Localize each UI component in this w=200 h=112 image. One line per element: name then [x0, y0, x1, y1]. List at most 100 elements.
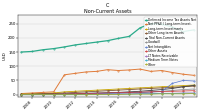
Total Non-Current Assets — [96, 92, 98, 94]
Net Intangibles — [63, 94, 66, 95]
Long-term Investments — [85, 90, 87, 91]
Other — [139, 93, 141, 95]
Goodwill — [31, 94, 33, 95]
LT Notes Receivable — [42, 94, 44, 95]
Legend: Deferred Income Tax Assets Net, Net PP&E / Long-term Invest., Long-term Investme: Deferred Income Tax Assets Net, Net PP&E… — [144, 17, 197, 67]
Long-term Investments — [96, 89, 98, 91]
Medium Term Notes — [171, 93, 174, 94]
Total Non-Current Assets — [31, 94, 33, 95]
Other Assets — [128, 92, 130, 93]
Net Intangibles — [117, 92, 120, 94]
Long-term Investments — [193, 84, 195, 86]
Other — [52, 94, 55, 95]
Net PP&E / Long-term Invest. — [63, 74, 66, 75]
LT Notes Receivable — [106, 93, 109, 95]
Other Assets — [193, 90, 195, 91]
Title: C
Non-Current Assets: C Non-Current Assets — [84, 3, 131, 14]
Goodwill — [63, 93, 66, 95]
Net PP&E / Long-term Invest. — [193, 75, 195, 76]
Net Intangibles — [128, 92, 130, 93]
Other — [63, 94, 66, 95]
Line: Net PP&E / Long-term Invest.: Net PP&E / Long-term Invest. — [21, 69, 194, 94]
Net PP&E / Long-term Invest. — [171, 72, 174, 73]
Net Intangibles — [85, 93, 87, 95]
Long-term Investments — [171, 85, 174, 87]
Other — [171, 93, 174, 95]
Medium Term Notes — [139, 93, 141, 95]
Total Non-Current Assets — [74, 93, 76, 94]
Medium Term Notes — [128, 93, 130, 95]
Line: Deferred Income Tax Assets Net: Deferred Income Tax Assets Net — [21, 23, 194, 52]
Net Intangibles — [74, 93, 76, 95]
Net Intangibles — [96, 93, 98, 94]
Deferred Income Tax Assets Net — [139, 27, 141, 29]
Medium Term Notes — [42, 94, 44, 95]
Medium Term Notes — [193, 93, 195, 94]
Line: Net Intangibles: Net Intangibles — [21, 80, 194, 95]
LT Notes Receivable — [150, 93, 152, 94]
Other Assets — [52, 93, 55, 95]
Long-term Investments — [20, 93, 22, 95]
Goodwill — [128, 92, 130, 93]
Goodwill — [106, 93, 109, 94]
Total Non-Current Assets — [117, 92, 120, 93]
Total Non-Current Assets — [85, 93, 87, 94]
Other Long-term Assets — [150, 88, 152, 89]
Other Long-term Assets — [182, 86, 184, 87]
Total Non-Current Assets — [42, 93, 44, 95]
Other — [42, 94, 44, 95]
Deferred Income Tax Assets Net — [96, 41, 98, 43]
Goodwill — [52, 94, 55, 95]
Other Assets — [150, 91, 152, 93]
Deferred Income Tax Assets Net — [20, 51, 22, 53]
Net PP&E / Long-term Invest. — [52, 91, 55, 93]
Goodwill — [160, 91, 163, 92]
Net Intangibles — [171, 83, 174, 84]
Total Non-Current Assets — [63, 93, 66, 95]
Long-term Investments — [150, 87, 152, 88]
Medium Term Notes — [52, 94, 55, 95]
Long-term Investments — [52, 92, 55, 94]
Net PP&E / Long-term Invest. — [96, 71, 98, 72]
Net PP&E / Long-term Invest. — [106, 69, 109, 70]
Long-term Investments — [182, 85, 184, 86]
Goodwill — [182, 89, 184, 90]
Other — [31, 94, 33, 95]
Deferred Income Tax Assets Net — [128, 36, 130, 37]
Total Non-Current Assets — [128, 91, 130, 93]
Deferred Income Tax Assets Net — [160, 24, 163, 25]
Other Assets — [74, 93, 76, 95]
Total Non-Current Assets — [150, 90, 152, 91]
Net PP&E / Long-term Invest. — [139, 68, 141, 70]
Other — [20, 94, 22, 95]
Line: Other Long-term Assets: Other Long-term Assets — [21, 86, 194, 95]
Total Non-Current Assets — [20, 94, 22, 95]
Other — [85, 94, 87, 95]
Goodwill — [139, 92, 141, 93]
Net Intangibles — [182, 80, 184, 81]
Medium Term Notes — [160, 93, 163, 94]
Other Long-term Assets — [171, 87, 174, 88]
Total Non-Current Assets — [182, 86, 184, 87]
Other Long-term Assets — [20, 94, 22, 95]
Line: Long-term Investments: Long-term Investments — [21, 85, 194, 94]
Net PP&E / Long-term Invest. — [117, 70, 120, 71]
Total Non-Current Assets — [193, 85, 195, 86]
LT Notes Receivable — [139, 93, 141, 94]
Goodwill — [74, 93, 76, 95]
Other Assets — [160, 91, 163, 92]
Total Non-Current Assets — [52, 93, 55, 95]
Goodwill — [85, 93, 87, 95]
Medium Term Notes — [182, 93, 184, 94]
Line: Other: Other — [21, 93, 194, 95]
Net Intangibles — [42, 94, 44, 95]
Medium Term Notes — [20, 94, 22, 95]
Medium Term Notes — [31, 94, 33, 95]
Deferred Income Tax Assets Net — [31, 51, 33, 52]
Goodwill — [150, 91, 152, 93]
Goodwill — [96, 93, 98, 94]
Net PP&E / Long-term Invest. — [42, 92, 44, 93]
Other — [117, 94, 120, 95]
Deferred Income Tax Assets Net — [85, 43, 87, 44]
Line: Medium Term Notes: Medium Term Notes — [21, 93, 194, 95]
